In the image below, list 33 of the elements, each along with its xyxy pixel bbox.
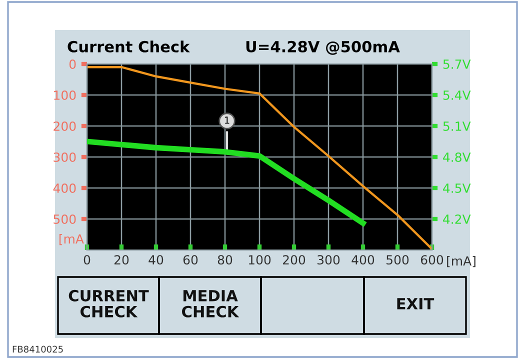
y2-tick-label: 5.7V	[443, 60, 471, 69]
x-tick-label: 200	[282, 255, 306, 265]
x-tick-label: 300	[318, 255, 340, 265]
line-series	[87, 66, 432, 250]
chart-subtitle: U=4.28V @500mA	[246, 40, 400, 55]
y2-tick-label: 4.8V	[443, 152, 471, 162]
annotation: 1	[224, 116, 230, 124]
x-tick-label: 60	[183, 255, 198, 265]
x-tick-label: 100	[248, 255, 271, 265]
x-tick-label: 80	[218, 255, 232, 265]
x-axis-title: [mA]	[447, 256, 476, 268]
chart-title: Current Check	[68, 40, 190, 52]
x-tick-label: 500	[386, 255, 409, 265]
y2-tick-label: 4.2V	[443, 214, 471, 224]
y-tick-label: 400	[53, 183, 76, 193]
y-tick-label: 100	[54, 90, 76, 100]
y-tick-label: 500	[54, 214, 76, 224]
text: EXIT	[397, 298, 434, 310]
y-tick-label: 300	[54, 152, 76, 162]
y-tick-label: 0	[69, 59, 76, 69]
x-tick-label: 0	[84, 255, 90, 265]
y-tick-label: 200	[54, 121, 76, 131]
text: FB8410025	[12, 346, 63, 353]
x-tick-label: 20	[114, 255, 129, 265]
y2-tick-label: 5.4V	[443, 90, 471, 100]
x-tick-label: 400	[352, 255, 374, 265]
text: MEDIA CHECK	[182, 290, 240, 318]
y-axis-title: [mA	[59, 234, 84, 246]
x-tick-label: 40	[148, 255, 164, 265]
y2-tick-label: 4.5V	[443, 184, 471, 193]
text: CURRENT CHECK	[68, 290, 149, 318]
x-tick-label: 600	[420, 255, 444, 265]
y2-tick-label: 5.1V	[443, 122, 471, 131]
